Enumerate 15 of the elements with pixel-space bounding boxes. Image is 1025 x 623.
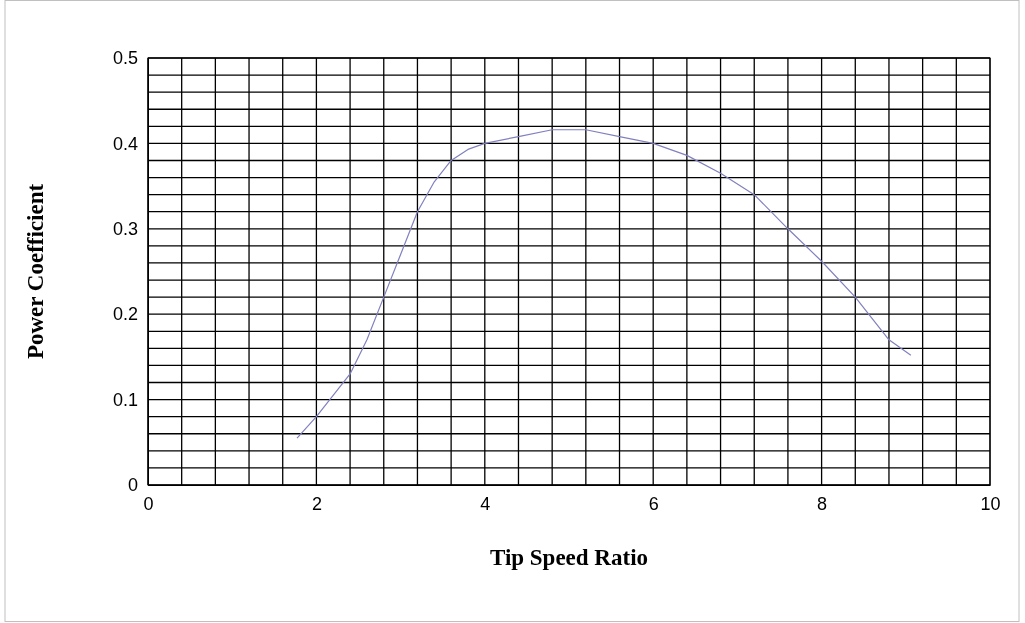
y-tick-label: 0.5 — [112, 48, 138, 69]
x-tick-label: 8 — [817, 493, 828, 514]
y-axis-title: Power Coefficient — [23, 183, 48, 360]
x-tick-label: 0 — [143, 493, 154, 514]
x-tick-label: 4 — [480, 493, 491, 514]
x-axis-title: Tip Speed Ratio — [489, 545, 649, 570]
y-tick-label: 0.4 — [112, 133, 138, 154]
y-tick-label: 0.3 — [112, 219, 138, 240]
x-tick-label: 2 — [311, 493, 322, 514]
x-tick-label: 10 — [980, 493, 1001, 514]
y-tick-label: 0.2 — [112, 304, 138, 325]
line-series — [296, 129, 912, 439]
x-tick-label: 6 — [648, 493, 659, 514]
y-tick-label: 0.1 — [112, 389, 138, 410]
y-tick-label: 0 — [127, 475, 138, 496]
